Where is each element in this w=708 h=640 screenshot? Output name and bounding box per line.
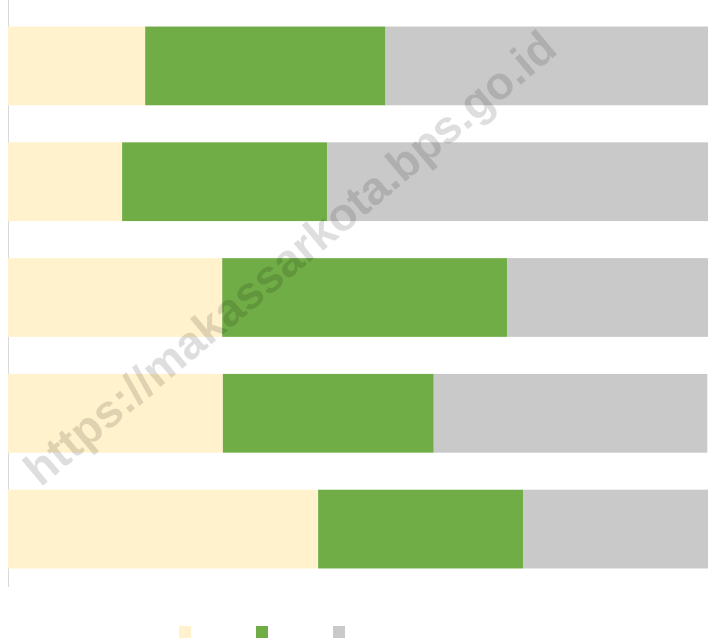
bar-segment: [145, 26, 386, 106]
bar-segment: [8, 489, 319, 569]
bar-segment: [8, 258, 223, 337]
bar-segment: [222, 373, 434, 453]
bars: [8, 26, 708, 569]
bar-segment: [327, 142, 708, 222]
bar-segment: [122, 142, 328, 222]
bar-segment: [8, 142, 123, 222]
legend-swatch: [179, 626, 191, 638]
bar-segment: [507, 258, 708, 337]
bar-segment: [222, 258, 508, 337]
bar-segment: [385, 26, 708, 106]
bar-segment: [8, 373, 223, 453]
bar-segment: [433, 373, 708, 453]
bar-segment: [523, 489, 708, 569]
legend-swatch: [256, 626, 268, 638]
bar-segment: [8, 26, 146, 106]
bar-segment: [318, 489, 524, 569]
legend-swatch: [333, 626, 345, 638]
legend: [179, 626, 345, 638]
